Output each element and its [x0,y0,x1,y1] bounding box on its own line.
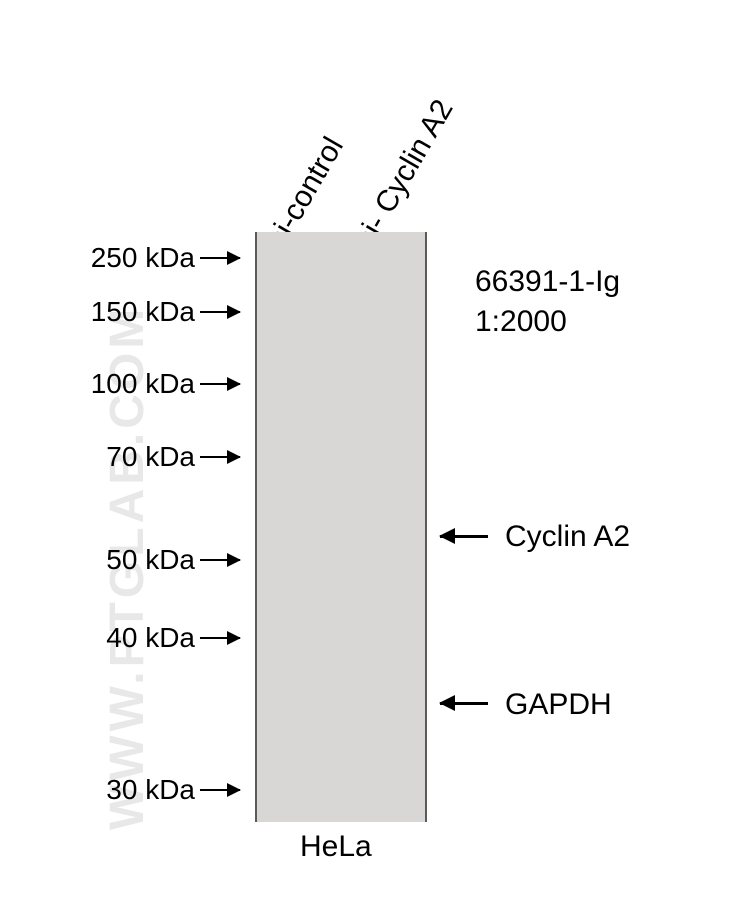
arrow-right-icon [200,789,240,791]
marker-label: 150 kDa [0,296,195,328]
band-annotation-label: GAPDH [505,688,612,722]
marker-label: 70 kDa [0,441,195,473]
marker-label: 100 kDa [0,368,195,400]
arrow-right-icon [200,383,240,385]
arrow-right-icon [200,559,240,561]
arrow-right-icon [200,311,240,313]
arrow-right-icon [200,637,240,639]
arrow-left-icon [440,702,488,705]
marker-6: 30 kDa [0,774,195,806]
blot-membrane [255,232,427,822]
sample-label: HeLa [300,830,372,864]
arrow-left-icon [440,535,488,538]
marker-4: 50 kDa [0,544,195,576]
marker-1: 150 kDa [0,296,195,328]
arrow-right-icon [200,257,240,259]
marker-label: 50 kDa [0,544,195,576]
band-annotation-label: Cyclin A2 [505,520,630,554]
marker-label: 250 kDa [0,242,195,274]
marker-label: 40 kDa [0,622,195,654]
marker-0: 250 kDa [0,242,195,274]
marker-3: 70 kDa [0,441,195,473]
lane-label-1: si- Cyclin A2 [349,94,461,254]
antibody-product-label: 66391-1-Ig [475,265,620,299]
figure-root: WWW.PTGLAB.COM si-controlsi- Cyclin A2 2… [0,0,730,903]
arrow-right-icon [200,456,240,458]
marker-5: 40 kDa [0,622,195,654]
antibody-dilution-label: 1:2000 [475,305,567,339]
marker-2: 100 kDa [0,368,195,400]
marker-label: 30 kDa [0,774,195,806]
